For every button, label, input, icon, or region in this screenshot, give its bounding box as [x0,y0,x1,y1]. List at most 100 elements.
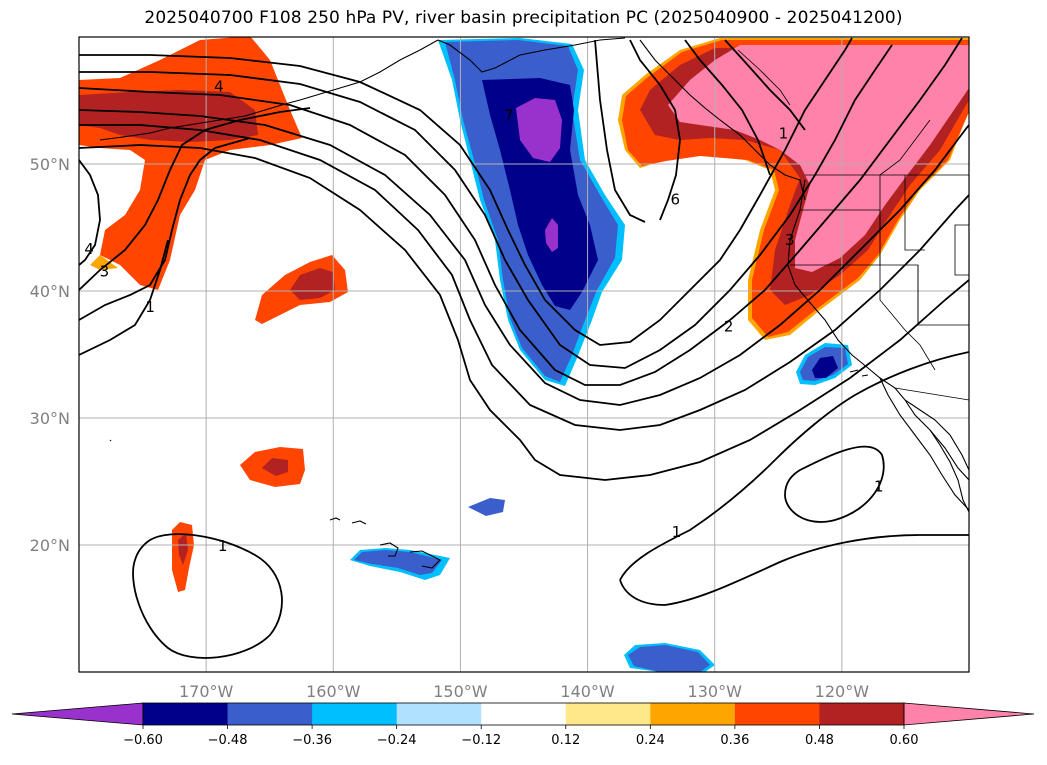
coast-small-island [109,439,112,442]
boundary-ca-nv [879,265,936,371]
colorbar-tick-label: 0.36 [720,733,749,748]
boundary-bc-ab [879,119,931,176]
pv-contour-west-b [79,44,893,369]
colorbar-segment [312,703,398,725]
colorbar-tick-label: 0.12 [551,733,580,748]
colorbar-tick-label: −0.12 [461,733,501,748]
boundary-alaska-canada [737,49,791,106]
pv-contour-label: 3 [100,263,110,281]
pv-contour-1-south [132,533,283,659]
pv-contour-alaska-c [684,39,771,176]
pv-contour-alaska-b [629,39,681,221]
colorbar-frame [142,702,905,726]
pv-contour-west-e [79,124,969,431]
figure-title: 2025040700 F108 250 hPa PV, river basin … [144,8,903,28]
coast-mexico [929,429,969,513]
shade-pos-central1-inner [290,268,335,300]
shade-neg-trough-strong2 [545,218,558,252]
pv-contour-4-west [79,159,101,266]
coast-uswest [787,179,969,471]
coast-baja-east [904,399,969,481]
lon-tick-label: 170°W [179,682,234,701]
pv-contour-label: 7 [504,106,514,124]
map-frame [78,36,970,673]
colorbar-tick-label: −0.60 [123,733,163,748]
lat-tick-label: 20°N [30,536,70,555]
lat-tick-label: 50°N [30,155,70,174]
shade-neg-trough-high [482,78,598,310]
pv-contours [79,37,969,659]
lat-tick-label: 40°N [30,282,70,301]
colorbar-segment [565,703,651,725]
shade-neg-hawaii-mid [354,550,442,575]
pv-contour-label: 1 [145,298,155,316]
shade-neg-trough-strong1 [516,98,562,162]
boundary-canada-provinces [904,175,969,276]
lon-tick-label: 130°W [688,682,743,701]
pv-contour-alaska-d [724,39,806,131]
precip-pc-shading [79,37,969,672]
coast-baja [879,377,969,511]
shade-pos-central2-inner [262,458,288,476]
pv-contour-west-c [79,37,963,386]
pv-contour-west-a [79,37,853,346]
colorbar-segment [819,703,905,725]
pv-contour-west-f [79,144,969,481]
pv-contour-3-west [79,107,311,291]
latitude-labels: 50°N 40°N 30°N 20°N [30,155,70,555]
shade-neg-cal-high [812,356,838,378]
colorbar-tick-label: 0.60 [890,733,919,748]
lon-tick-label: 160°W [306,682,361,701]
colorbar-tick-label: 0.24 [636,733,665,748]
pv-contour-label: 1 [874,477,884,495]
gridlines [79,37,969,672]
colorbar-tick-label: 0.48 [805,733,834,748]
pv-contour-label: 1 [218,537,228,555]
pv-contour-label: 6 [671,190,681,208]
colorbar-tick-label: −0.36 [292,733,332,748]
shade-neg-small1-mid [468,498,505,516]
coastlines [99,37,969,569]
shade-pos-west-orange [90,255,118,270]
colorbar-extend-min [11,702,144,726]
lat-tick-label: 30°N [30,409,70,428]
pv-contour-alaska-a [594,39,646,223]
colorbar-segment [734,703,820,725]
colorbar-extend-max [903,702,1035,726]
shade-pos-nw-strong [668,45,969,272]
coast-channel-islands [849,369,869,377]
pv-contour-1-east [784,445,885,523]
colorbar-segment [227,703,313,725]
pv-contour-label: 4 [214,77,224,95]
pv-contour-label: 4 [84,240,94,258]
coast-hawaii [329,517,441,569]
pv-contour-1-long-b [619,534,969,606]
shade-neg-bottom-mid [628,645,710,672]
colorbar-segment [481,703,567,725]
pv-contour-west-d [79,109,969,406]
longitude-labels: 170°W 160°W 150°W 140°W 130°W 120°W [179,682,869,701]
shade-pos-west-inner [79,90,258,142]
colorbar-tick-label: −0.24 [377,733,417,748]
coast-alaska [437,37,626,73]
lon-tick-label: 120°W [815,682,870,701]
pv-contour-1b-west [79,239,169,356]
pv-contour-1-west [79,137,251,321]
colorbar-segment [396,703,482,725]
pv-contour-1-long [619,351,969,581]
shade-pos-south-inner [178,533,188,565]
colorbar-segment [143,703,229,725]
colorbar-segment [650,703,736,725]
lon-tick-label: 140°W [560,682,615,701]
pv-contour-label: 3 [785,231,795,249]
pv-contour-label: 1 [672,523,682,541]
pv-contour-label: 2 [724,317,734,335]
coast-aleutians [99,39,439,141]
colorbar: −0.60 −0.48 −0.36 −0.24 −0.12 0.12 0.24 0.36 0.4… [11,702,1035,748]
lon-tick-label: 150°W [433,682,488,701]
pv-contour-label: 1 [779,124,789,142]
coast-bc [639,39,806,201]
